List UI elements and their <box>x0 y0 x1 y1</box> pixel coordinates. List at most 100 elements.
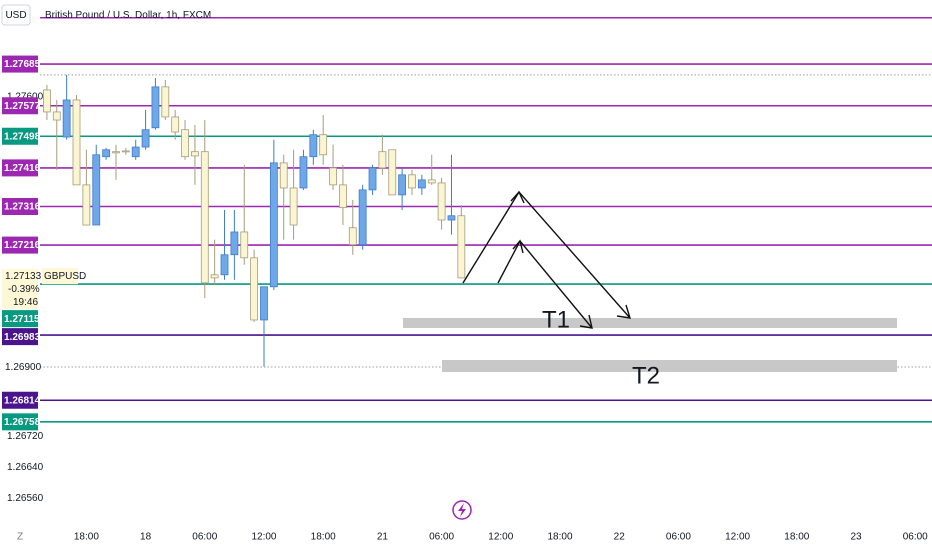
x-tick-label: 06:00 <box>429 532 454 543</box>
candle-body <box>181 129 189 158</box>
candle-body <box>289 187 298 226</box>
candle-body <box>388 149 397 196</box>
chart-title: British Pound / U.S. Dollar, 1h, FXCM <box>45 10 211 21</box>
level-label: 1.27685 <box>4 59 41 70</box>
level-label: 1.26900 <box>5 362 42 373</box>
candle-body <box>102 149 111 158</box>
level-label: 1.27216 <box>4 240 41 251</box>
candle-body <box>279 162 288 189</box>
candle-body <box>240 231 249 259</box>
x-tick-label: 12:00 <box>488 532 513 543</box>
arrows <box>462 190 631 329</box>
level-label: 1.27316 <box>4 202 41 213</box>
level-label-box <box>2 328 38 346</box>
annotation: T1 <box>542 306 570 333</box>
candle-body <box>92 154 101 226</box>
candle-body <box>437 182 446 221</box>
level-label-box <box>2 310 38 328</box>
zone <box>403 318 897 328</box>
x-tick-label: 12:00 <box>725 532 750 543</box>
time-axis: 18:00 18 06:00 12:00 18:00 21 06:00 12:00 18:00 2… <box>74 532 928 543</box>
x-tick-label: 22 <box>614 532 626 543</box>
candle-body <box>250 257 259 321</box>
x-tick-label: 21 <box>377 532 389 543</box>
x-tick-label: 12:00 <box>251 532 276 543</box>
y-tick-label: 1.26720 <box>7 431 44 442</box>
candle-body <box>358 189 367 246</box>
candle-body <box>230 231 239 256</box>
zone <box>442 360 897 372</box>
candle-body <box>220 254 229 276</box>
candles <box>43 74 466 367</box>
candle-body <box>368 167 377 191</box>
candle-body <box>408 174 416 189</box>
candle-body <box>210 274 219 279</box>
x-tick-label: 06:00 <box>192 532 217 543</box>
x-tick-label: 23 <box>850 532 862 543</box>
level-label-box <box>2 391 38 409</box>
level-label-box <box>2 127 38 145</box>
y-tick-label: 1.27600 <box>7 92 44 103</box>
candle-body <box>329 167 337 186</box>
level-label: 1.26758 <box>4 417 41 428</box>
last-price-box <box>2 269 38 310</box>
candle-body <box>52 111 61 121</box>
y-tick-label: 1.26560 <box>7 493 44 504</box>
candle-body <box>417 179 426 189</box>
candle-body <box>72 99 81 186</box>
level-label-box <box>2 413 38 431</box>
event-icon[interactable] <box>452 500 472 520</box>
level-label: 1.26814 <box>4 395 41 406</box>
candle-body <box>171 116 180 133</box>
last-price: 1.27133 <box>5 271 42 282</box>
arrow-head <box>579 314 593 329</box>
y-tick-label: 1.26640 <box>7 462 44 473</box>
level-label: 1.27577 <box>4 101 41 112</box>
arrow-head <box>512 239 524 254</box>
candle-body <box>121 150 130 153</box>
last-change: -0.39% <box>8 284 40 295</box>
level-label-box <box>2 55 38 73</box>
timezone-button[interactable]: Z <box>17 532 23 543</box>
arrow-head <box>510 190 525 204</box>
candle-body <box>82 184 91 226</box>
candle-body <box>112 151 120 154</box>
candle-body <box>269 162 278 288</box>
candle-body <box>447 215 456 221</box>
x-tick-label: 06:00 <box>666 532 691 543</box>
candle-body <box>43 89 51 113</box>
currency-button[interactable] <box>1 4 31 26</box>
candle-body <box>161 86 170 118</box>
level-label: 1.27498 <box>4 131 41 142</box>
candle-body <box>131 146 140 158</box>
candle-body <box>151 86 160 129</box>
annotation: T2 <box>632 362 660 389</box>
countdown: 19:46 <box>13 297 38 308</box>
target-zones <box>403 318 897 372</box>
x-tick-label: 18 <box>140 532 152 543</box>
level-label-box <box>2 236 38 254</box>
currency[interactable]: USD <box>5 10 26 21</box>
x-tick-label: 18:00 <box>784 532 809 543</box>
x-tick-label: 06:00 <box>903 532 928 543</box>
level-label: 1.27416 <box>4 163 41 174</box>
x-tick-label: 18:00 <box>311 532 336 543</box>
candle-body <box>319 134 328 156</box>
candle-body <box>191 151 199 157</box>
symbol-box <box>42 268 78 285</box>
candle-body <box>260 286 268 321</box>
candle-body <box>299 156 308 189</box>
x-tick-label: 18:00 <box>547 532 572 543</box>
candle-body <box>378 151 387 169</box>
level-label-box <box>2 197 38 215</box>
event-bolt[interactable] <box>458 503 466 517</box>
x-tick-label: 18:00 <box>74 532 99 543</box>
candle-body <box>457 215 466 279</box>
symbol: GBPUSD <box>44 271 86 282</box>
price-scale <box>0 0 40 528</box>
candle-body <box>348 227 357 246</box>
price-scale-labels: 1.27600 1.26720 1.26640 1.26560 1.27685 1.275… <box>2 55 86 504</box>
